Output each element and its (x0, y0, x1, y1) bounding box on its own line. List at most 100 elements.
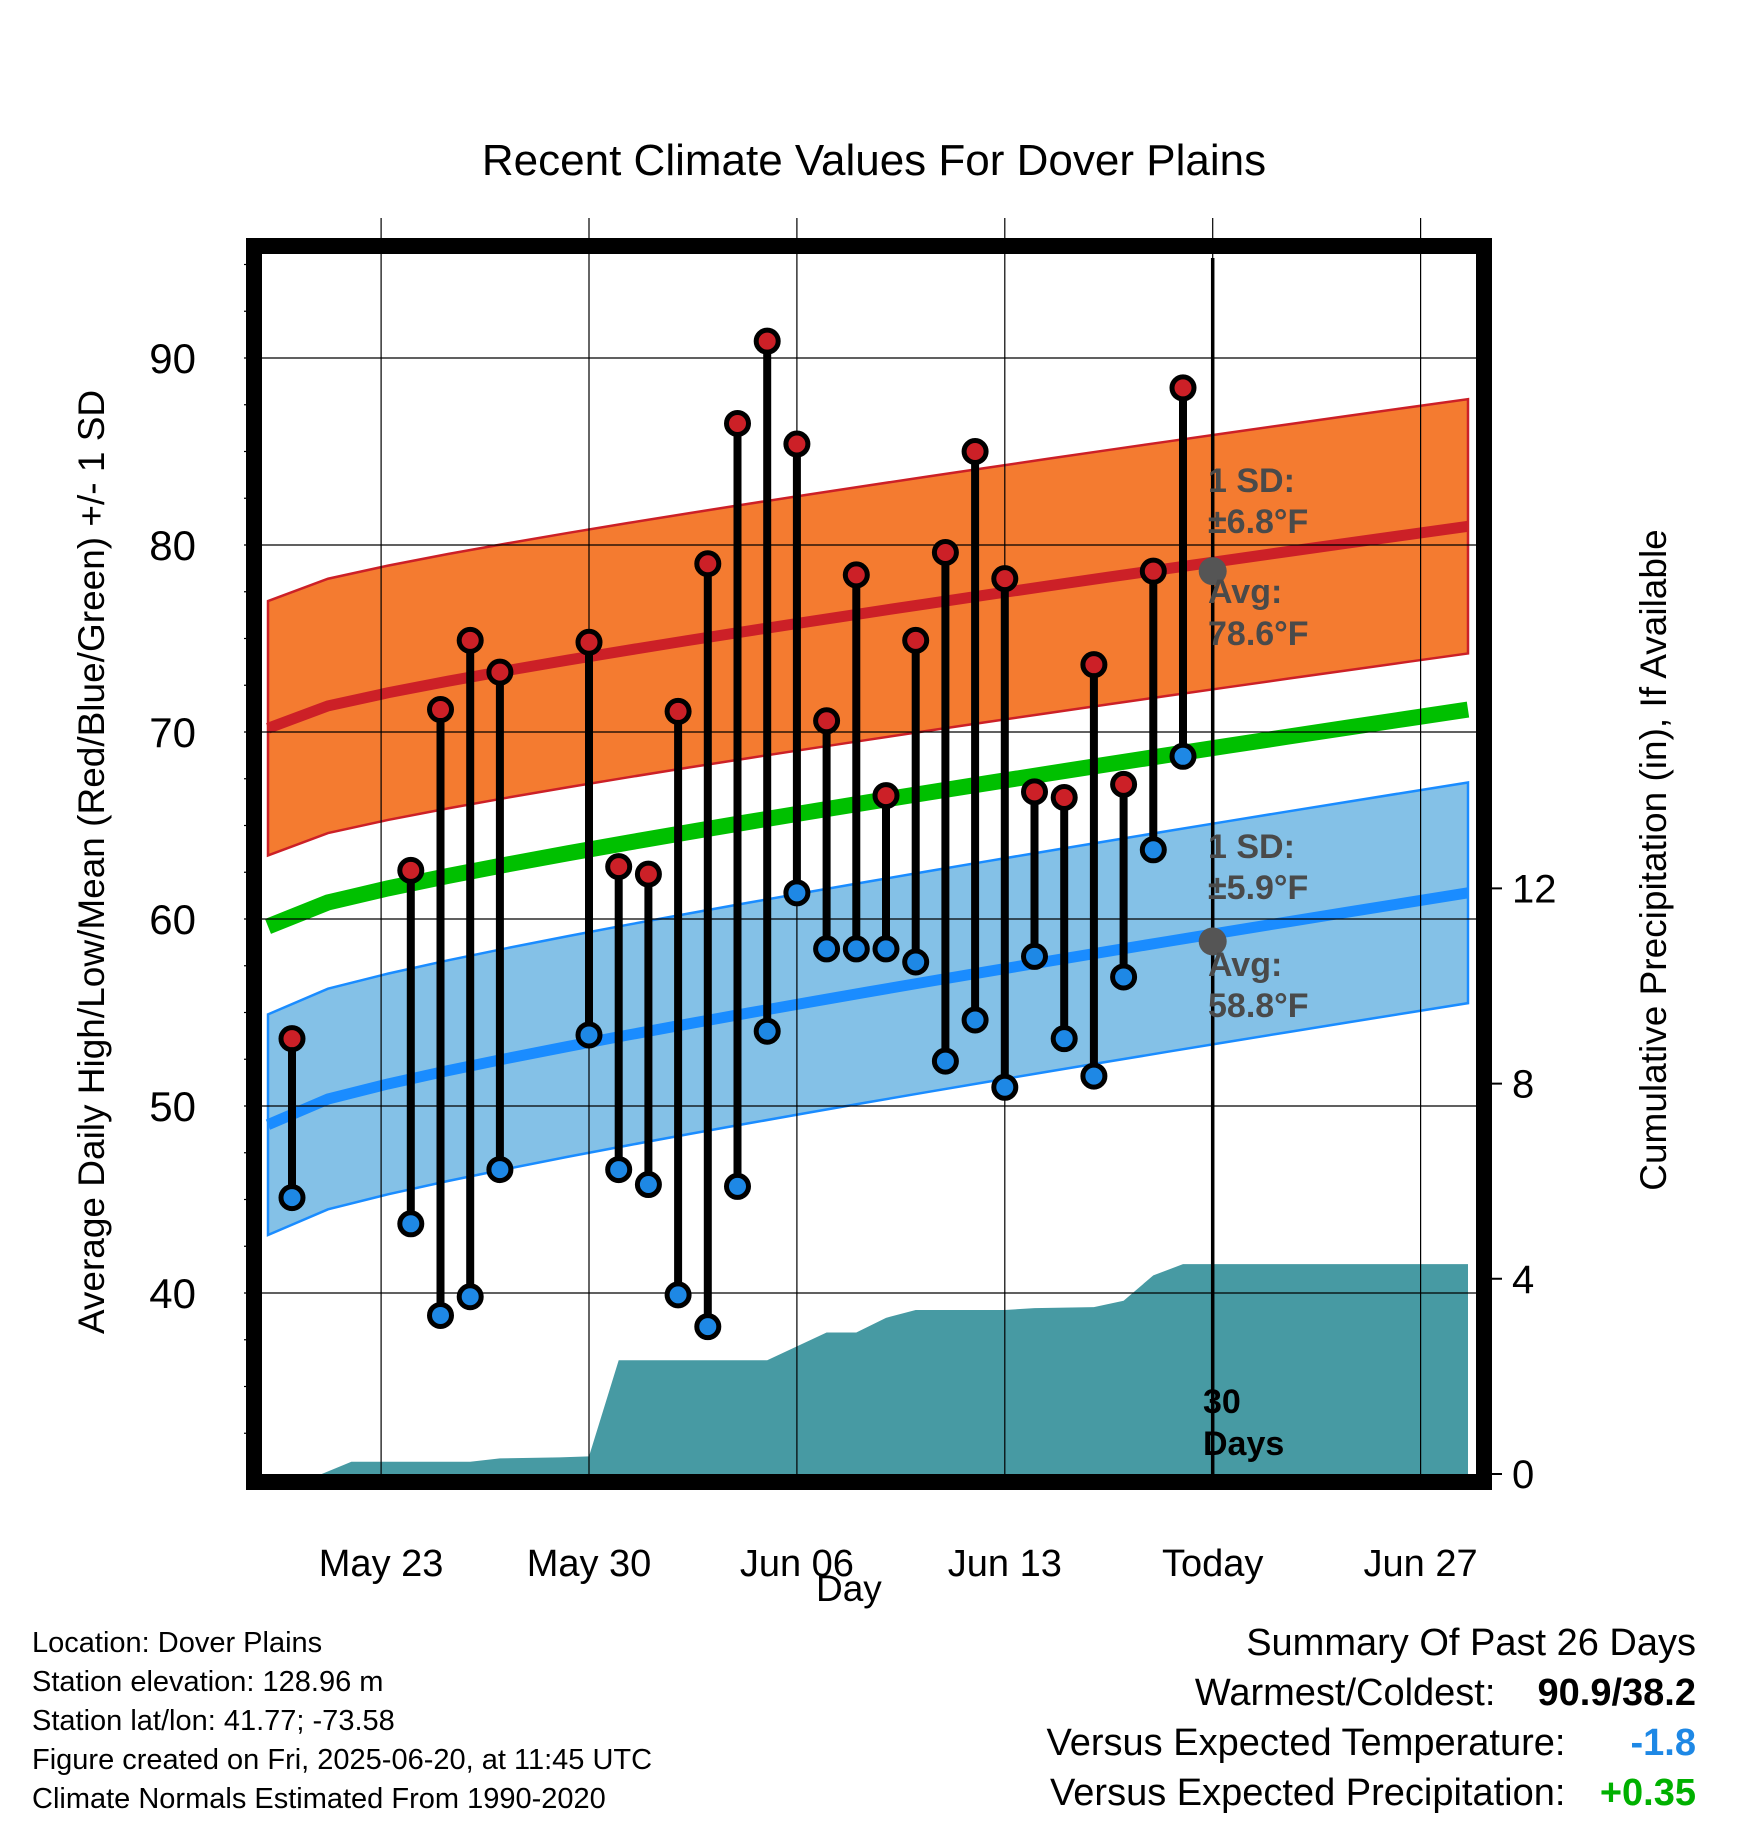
warm-cold-label: Warmest/Coldest: (1194, 1672, 1496, 1714)
plot-frame (246, 238, 1492, 1490)
obs-high-point (724, 409, 751, 437)
obs-low-point (427, 1301, 454, 1329)
obs-high-point (842, 561, 870, 589)
precip-diff-label: Versus Expected Precipitation: (1050, 1772, 1566, 1814)
obs-low-point (991, 1073, 1019, 1101)
x-tick-label: Jun 27 (1364, 1543, 1478, 1585)
obs-high-point (783, 430, 811, 458)
y-tick-label-right: 0 (1512, 1453, 1534, 1497)
y-tick-label-left: 50 (149, 1083, 196, 1130)
obs-high-point (1080, 651, 1108, 679)
high-sd-value: ±6.8°F (1208, 503, 1308, 541)
obs-high-point (1050, 783, 1078, 811)
summary-panel: Summary Of Past 26 Days Warmest/Coldest:… (1047, 1618, 1696, 1818)
temp-diff-value: -1.8 (1630, 1722, 1696, 1764)
obs-high-point (456, 626, 484, 654)
y-tick-label-left: 70 (149, 709, 196, 756)
obs-low-point (872, 935, 900, 963)
low-avg-value: 58.8°F (1208, 987, 1309, 1025)
obs-low-point (931, 1047, 959, 1075)
today-high-avg-dot (1198, 557, 1227, 586)
obs-low-point (783, 879, 811, 907)
station-elevation: Station elevation: 128.96 m (32, 1666, 384, 1698)
warm-cold-value: 90.9/38.2 (1537, 1672, 1696, 1714)
obs-high-point (397, 856, 425, 884)
obs-low-point (1050, 1025, 1078, 1053)
obs-low-point (724, 1172, 751, 1200)
y-tick-label-left: 60 (149, 896, 196, 943)
window-label-number: 30 (1203, 1383, 1241, 1421)
y-tick-label-right: 8 (1512, 1063, 1534, 1107)
obs-high-point (991, 565, 1019, 593)
x-tick-label: May 30 (527, 1543, 652, 1585)
obs-high-point (902, 626, 930, 654)
obs-low-point (1139, 836, 1167, 864)
obs-high-point (694, 550, 722, 578)
obs-high-point (813, 707, 841, 735)
summary-precip: Versus Expected Precipitation: +0.35 (1047, 1768, 1696, 1818)
high-sd-band (266, 397, 1470, 858)
obs-low-point (1169, 742, 1197, 770)
obs-low-point (1110, 963, 1138, 991)
y-tick-label-right: 4 (1512, 1258, 1534, 1302)
x-axis-label: Day (816, 1568, 882, 1609)
obs-high-point (278, 1025, 306, 1053)
obs-low-point (753, 1017, 781, 1045)
obs-low-point (813, 935, 841, 963)
low-avg-label: Avg: (1208, 946, 1282, 984)
high-avg-value: 78.6°F (1208, 615, 1309, 653)
summary-warm-cold: Warmest/Coldest: 90.9/38.2 (1047, 1668, 1696, 1718)
obs-high-point (486, 658, 514, 686)
y-tick-label-left: 90 (149, 335, 196, 382)
obs-low-point (1021, 942, 1048, 970)
precip-area (268, 1264, 1468, 1474)
obs-high-point (664, 697, 692, 725)
y-tick-label-right: 12 (1512, 867, 1557, 911)
obs-high-point (931, 538, 959, 566)
x-tick-label: May 23 (319, 1543, 444, 1585)
obs-low-point (902, 948, 930, 976)
temp-diff-label: Versus Expected Temperature: (1046, 1722, 1566, 1764)
obs-low-point (397, 1210, 425, 1238)
obs-low-point (1080, 1062, 1108, 1090)
obs-high-point (1021, 778, 1048, 806)
normals-period: Climate Normals Estimated From 1990-2020 (32, 1783, 606, 1815)
x-tick-label: Jun 13 (948, 1543, 1062, 1585)
obs-low-point (605, 1156, 633, 1184)
obs-low-point (634, 1171, 662, 1199)
station-info: Location: Dover Plains Station elevation… (32, 1624, 652, 1819)
obs-low-point (664, 1281, 692, 1309)
y-tick-label-left: 40 (149, 1270, 196, 1317)
obs-low-point (486, 1156, 514, 1184)
obs-high-point (1169, 374, 1197, 402)
obs-high-point (753, 327, 781, 355)
today-low-avg-dot (1198, 927, 1227, 956)
x-tick-label: Today (1162, 1543, 1263, 1585)
high-sd-label: 1 SD: (1208, 462, 1295, 500)
obs-low-point (842, 935, 870, 963)
low-sd-value: ±5.9°F (1208, 869, 1308, 907)
obs-high-point (605, 853, 633, 881)
obs-low-point (575, 1021, 603, 1049)
obs-high-point (1110, 770, 1138, 798)
low-sd-label: 1 SD: (1208, 828, 1295, 866)
chart-title: Recent Climate Values For Dover Plains (481, 136, 1267, 185)
obs-high-point (575, 628, 603, 656)
obs-high-point (634, 860, 662, 888)
window-label-days: Days (1203, 1425, 1284, 1463)
precip-diff-value: +0.35 (1599, 1772, 1696, 1814)
y-axis-label-left: Average Daily High/Low/Mean (Red/Blue/Gr… (71, 389, 112, 1335)
summary-title: Summary Of Past 26 Days (1246, 1622, 1696, 1664)
obs-low-point (961, 1006, 989, 1034)
low-sd-band (266, 781, 1470, 1237)
y-axis-label-right: Cumulative Precipitation (in), If Availa… (1633, 529, 1674, 1191)
summary-temp: Versus Expected Temperature: -1.8 (1047, 1718, 1696, 1768)
x-tick-label: Jun 06 (740, 1543, 854, 1585)
y-tick-label-left: 80 (149, 522, 196, 569)
obs-high-point (427, 696, 454, 724)
obs-low-point (456, 1283, 484, 1311)
obs-low-point (694, 1313, 722, 1341)
figure-created: Figure created on Fri, 2025-06-20, at 11… (32, 1744, 653, 1776)
station-location: Location: Dover Plains (32, 1627, 323, 1659)
